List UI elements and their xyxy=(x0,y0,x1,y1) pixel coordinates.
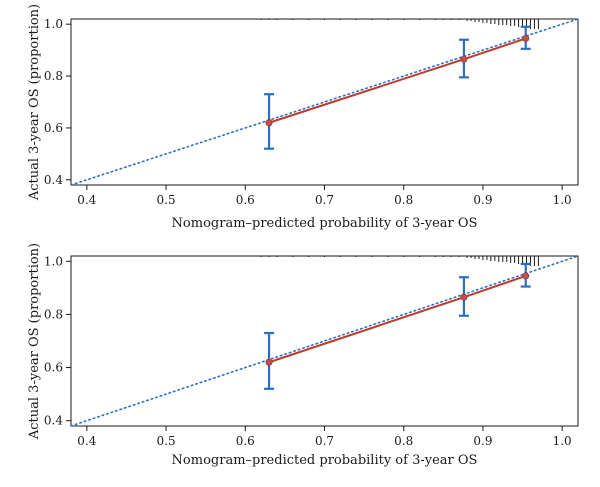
data-point xyxy=(265,358,273,366)
y-tick-label: 0.4 xyxy=(44,414,63,428)
rug-marks xyxy=(260,256,539,266)
y-axis-title: Actual 3-year OS (proportion) xyxy=(27,4,42,201)
x-tick-label: 0.9 xyxy=(473,434,492,448)
calibration-fit-line xyxy=(268,37,527,124)
x-axis-title: Nomogram–predicted probability of 3-year… xyxy=(172,453,478,468)
rug-marks xyxy=(260,19,539,29)
x-tick-label: 0.4 xyxy=(77,434,96,448)
y-tick-label: 0.6 xyxy=(44,361,63,375)
calibration-fit-line xyxy=(268,274,527,364)
y-tick-label: 0.4 xyxy=(44,173,63,187)
x-tick-label: 0.6 xyxy=(236,434,255,448)
x-tick-label: 1.0 xyxy=(553,434,572,448)
x-tick-label: 0.5 xyxy=(157,193,176,207)
x-axis-ticks: 0.4 0.5 0.6 0.7 0.8 0.9 1.0 xyxy=(77,426,572,448)
y-tick-label: 0.6 xyxy=(44,121,63,135)
data-point xyxy=(460,55,468,63)
reference-line xyxy=(70,18,579,186)
y-tick-label: 1.0 xyxy=(44,254,63,268)
calibration-plot-bottom: 0.4 0.5 0.6 0.7 0.8 0.9 1.0 0.4 0.6 0.8 1.0 Nomog… xyxy=(27,243,579,468)
data-point xyxy=(460,293,468,301)
x-tick-label: 0.6 xyxy=(236,193,255,207)
error-bars xyxy=(264,262,531,390)
x-tick-label: 0.9 xyxy=(473,193,492,207)
y-axis-title: Actual 3-year OS (proportion) xyxy=(27,243,42,440)
x-tick-label: 0.5 xyxy=(157,434,176,448)
x-tick-label: 1.0 xyxy=(553,193,572,207)
data-point xyxy=(522,34,530,42)
reference-diagonal xyxy=(70,255,579,427)
reference-diagonal xyxy=(70,18,579,186)
x-axis-ticks: 0.4 0.5 0.6 0.7 0.8 0.9 1.0 xyxy=(77,185,572,207)
fit-line xyxy=(268,37,527,124)
error-bars xyxy=(264,25,531,150)
data-point xyxy=(522,272,530,280)
y-axis-ticks: 0.4 0.6 0.8 1.0 xyxy=(44,17,71,187)
reference-line xyxy=(70,255,579,427)
x-tick-label: 0.7 xyxy=(315,193,334,207)
x-tick-label: 0.4 xyxy=(77,193,96,207)
x-axis-title: Nomogram–predicted probability of 3-year… xyxy=(172,216,478,231)
data-points xyxy=(265,272,530,366)
y-tick-label: 0.8 xyxy=(44,307,63,321)
x-tick-label: 0.8 xyxy=(394,434,413,448)
x-tick-label: 0.8 xyxy=(394,193,413,207)
y-tick-label: 1.0 xyxy=(44,17,63,31)
fit-line xyxy=(268,274,527,364)
y-tick-label: 0.8 xyxy=(44,69,63,83)
data-points xyxy=(265,34,530,127)
data-point xyxy=(265,119,273,127)
calibration-plot-top: 0.4 0.5 0.6 0.7 0.8 0.9 1.0 0.4 0.6 0.8 1.0 Nomog… xyxy=(27,4,579,231)
y-axis-ticks: 0.4 0.6 0.8 1.0 xyxy=(44,254,71,428)
x-tick-label: 0.7 xyxy=(315,434,334,448)
